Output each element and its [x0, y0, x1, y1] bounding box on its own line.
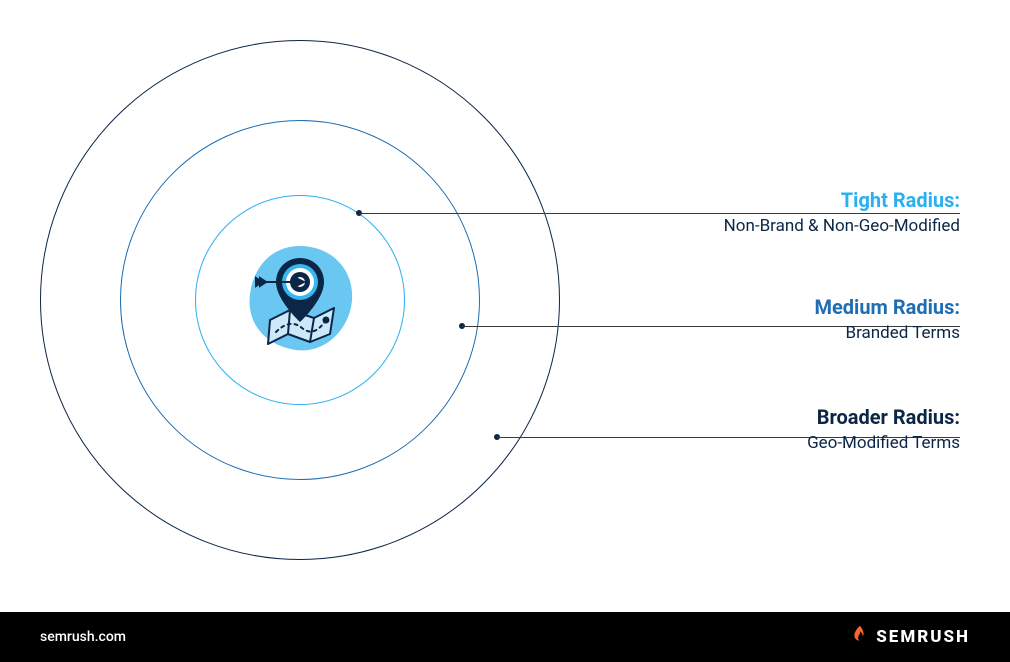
- footer-url: semrush.com: [40, 629, 126, 645]
- map-pin-target-icon: [230, 228, 370, 372]
- label-broader: Broader Radius: Geo-Modified Terms: [807, 405, 960, 453]
- label-broader-title: Broader Radius:: [807, 405, 960, 429]
- label-tight-sub: Non-Brand & Non-Geo-Modified: [724, 216, 960, 236]
- label-tight: Tight Radius: Non-Brand & Non-Geo-Modifi…: [724, 188, 960, 236]
- label-medium-title: Medium Radius:: [814, 295, 960, 319]
- label-medium-sub: Branded Terms: [814, 323, 960, 343]
- footer-bar: semrush.com SEMRUSH: [0, 612, 1010, 662]
- label-medium: Medium Radius: Branded Terms: [814, 295, 960, 343]
- label-broader-sub: Geo-Modified Terms: [807, 433, 960, 453]
- diagram-canvas: Tight Radius: Non-Brand & Non-Geo-Modifi…: [0, 0, 1010, 612]
- footer-brand: SEMRUSH: [848, 624, 970, 650]
- semrush-flame-icon: [848, 624, 870, 650]
- footer-brand-text: SEMRUSH: [876, 627, 970, 647]
- label-tight-title: Tight Radius:: [724, 188, 960, 212]
